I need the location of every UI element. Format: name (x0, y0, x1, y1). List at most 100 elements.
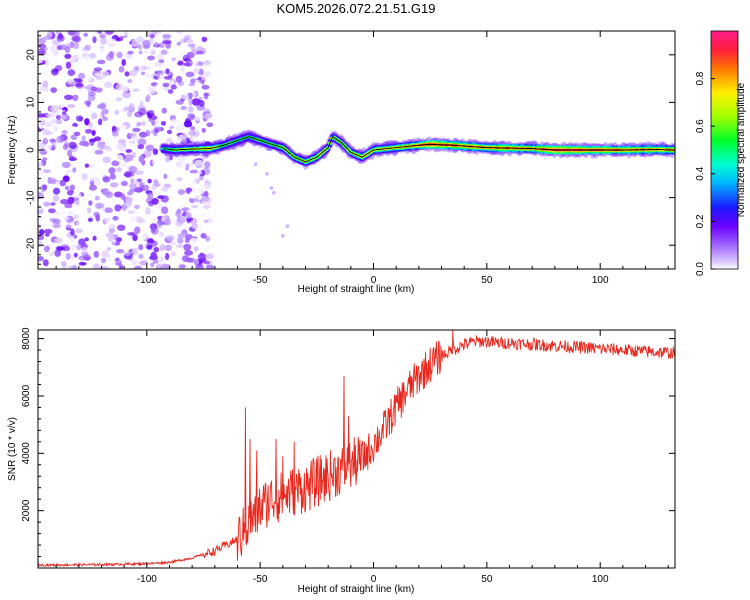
noise-blob (86, 207, 92, 214)
noise-blob (112, 215, 119, 221)
noise-blob (151, 120, 156, 126)
noise-blob (61, 161, 71, 169)
noise-blob (151, 159, 157, 166)
noise-blob (185, 71, 195, 78)
noise-blob (91, 112, 98, 120)
noise-blob (193, 246, 199, 252)
noise-blob (153, 246, 160, 253)
noise-blob (53, 187, 60, 195)
noise-blob (131, 152, 137, 158)
noise-blob (72, 192, 79, 197)
noise-blob (40, 221, 47, 229)
noise-blob (184, 212, 192, 219)
noise-blob (70, 228, 75, 236)
noise-blob (65, 61, 72, 69)
snr-ticks: -100 -50 0 50 100 2000 4000 6000 8000 (21, 327, 675, 585)
noise-blob (199, 175, 204, 181)
noise-blob (64, 53, 72, 59)
noise-blob (177, 233, 187, 238)
noise-blob (190, 237, 199, 244)
colorbar-tick-label: 0.6 (695, 119, 706, 133)
colorbar-ticks: 0.0 0.2 0.4 0.6 0.8 (695, 71, 715, 276)
noise-blob (94, 130, 100, 137)
noise-blob (61, 263, 67, 269)
noise-blob (177, 155, 186, 162)
noise-blob (54, 237, 63, 244)
noise-blob (185, 238, 190, 243)
noise-blob (94, 178, 101, 186)
spectrogram-xlabel: Height of straight line (km) (298, 284, 415, 295)
noise-blob (137, 138, 147, 146)
noise-blob (149, 109, 154, 115)
noise-blob (201, 84, 210, 90)
noise-blob (71, 35, 81, 42)
noise-blob (188, 135, 194, 142)
noise-blob (161, 107, 167, 114)
noise-blob (189, 198, 195, 203)
noise-blob (47, 176, 52, 185)
noise-blob (202, 134, 207, 141)
noise-blob (155, 82, 164, 91)
noise-blob (111, 130, 119, 137)
noise-blob (38, 169, 45, 177)
noise-blob (190, 126, 196, 131)
noise-blob (48, 208, 56, 214)
noise-blob (195, 263, 204, 269)
noise-blob (44, 121, 53, 128)
noise-blob (129, 183, 137, 190)
noise-blob (147, 238, 154, 243)
noise-blob (73, 252, 78, 258)
noise-blob (129, 216, 136, 223)
noise-blob (42, 259, 49, 267)
noise-blob (101, 108, 109, 115)
spectrogram-xtick-label: -100 (137, 275, 157, 286)
noise-blob (150, 34, 155, 39)
noise-blob (111, 160, 120, 167)
noise-blob (158, 231, 165, 238)
noise-blob (102, 71, 110, 77)
noise-blob (203, 260, 211, 265)
noise-blob (38, 256, 44, 262)
noise-blob (188, 92, 193, 100)
noise-blob (112, 254, 117, 260)
noise-blob (156, 252, 166, 258)
noise-blob (108, 38, 117, 43)
noise-blob (113, 234, 119, 240)
noise-blob (138, 50, 143, 55)
spectrogram-ytick-label: 10 (26, 96, 37, 108)
noise-blob (281, 233, 285, 238)
noise-blob (183, 62, 191, 67)
noise-blob (39, 147, 47, 155)
noise-blob (47, 113, 53, 118)
noise-blob (67, 69, 76, 76)
noise-blob (158, 59, 165, 64)
noise-blob (91, 248, 101, 253)
noise-blob (157, 62, 164, 67)
noise-blob (105, 191, 114, 199)
noise-blob (159, 42, 165, 49)
noise-blob (154, 41, 158, 47)
noise-blob (137, 144, 144, 150)
noise-blob (50, 202, 56, 206)
colorbar-tick-label: 0.4 (695, 166, 706, 180)
noise-blob (191, 98, 201, 106)
noise-blob (134, 111, 144, 118)
noise-blob (201, 36, 208, 42)
noise-blob (62, 216, 70, 221)
noise-blob (43, 87, 49, 92)
noise-blob (165, 244, 172, 252)
noise-blob (99, 34, 106, 39)
spectrogram-xtick-label: 0 (371, 275, 377, 286)
noise-blob (128, 103, 135, 109)
noise-blob (163, 173, 168, 180)
noise-blob (127, 191, 133, 196)
noise-blob (127, 50, 134, 55)
noise-blob (93, 250, 100, 258)
noise-blob (83, 141, 90, 147)
noise-blob (182, 255, 189, 262)
noise-blob (64, 94, 73, 101)
noise-blob (66, 78, 74, 84)
noise-blob (84, 54, 89, 61)
